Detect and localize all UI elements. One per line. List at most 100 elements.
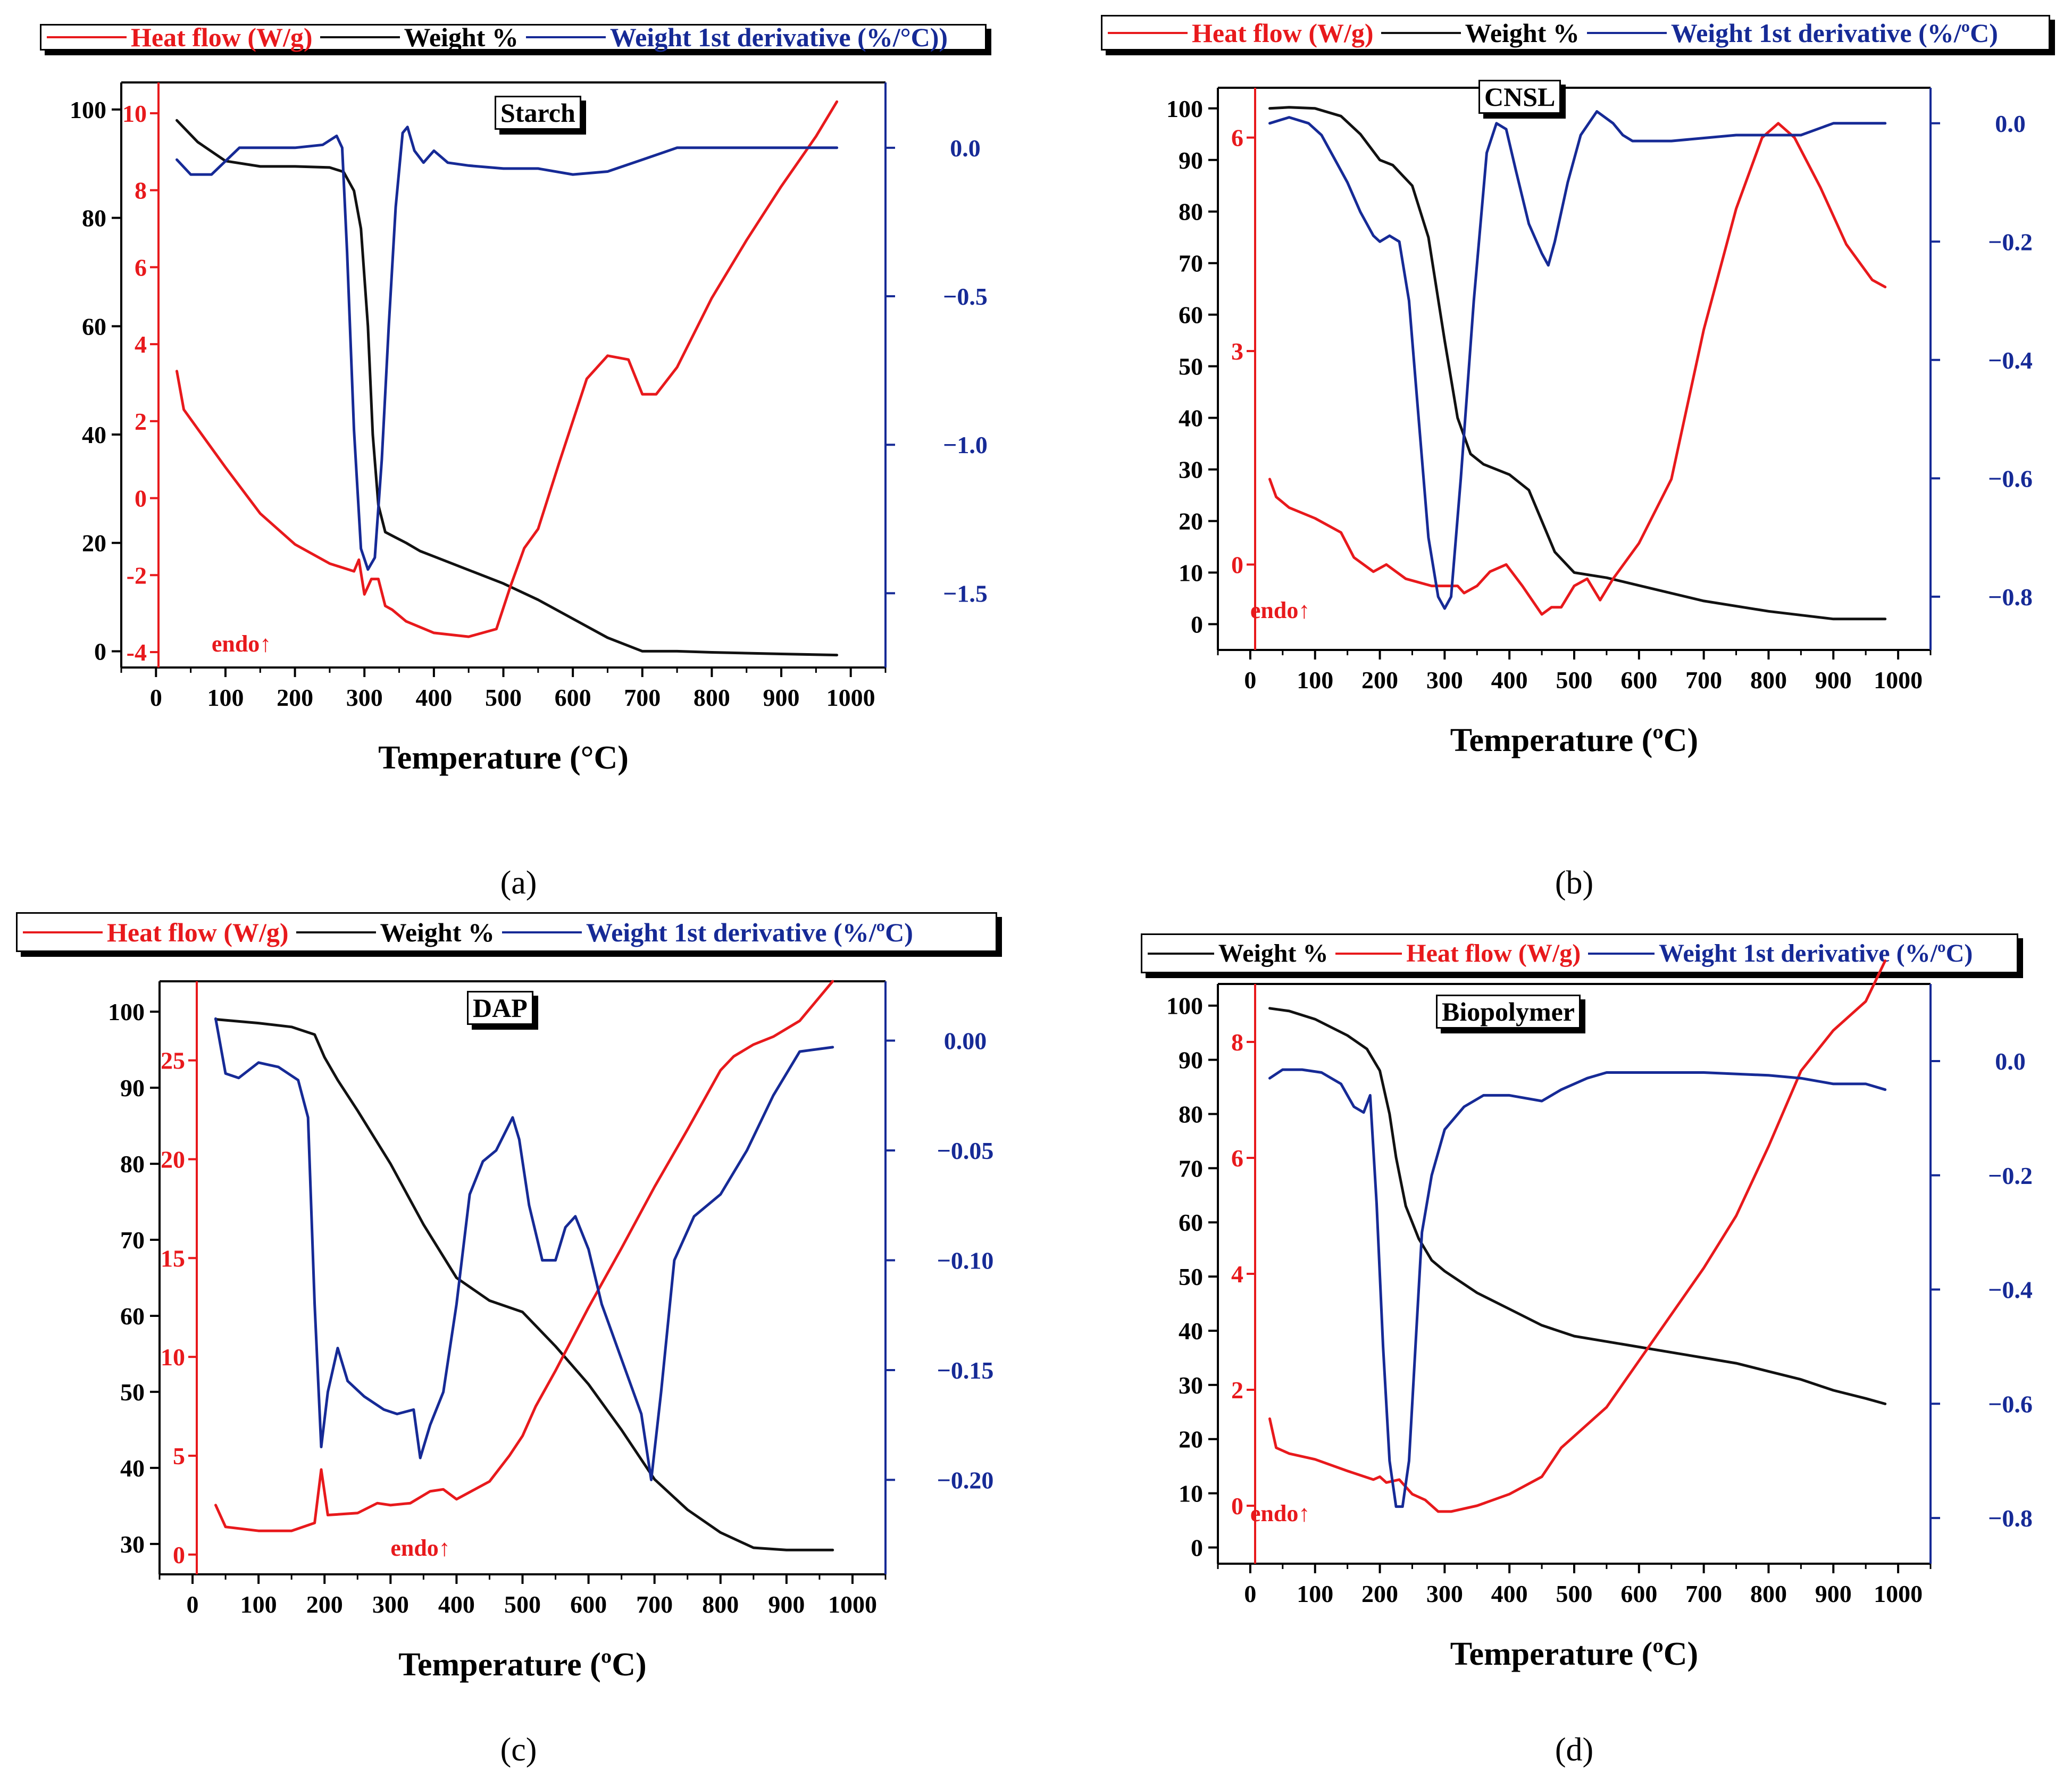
panel-caption: (b) [1555, 865, 1594, 901]
heat-tick-label: 20 [161, 1146, 185, 1173]
weight-tick-label: 10 [1179, 560, 1203, 587]
weight-tick-label: 80 [1179, 1100, 1203, 1128]
heat-tick-label: 0 [1231, 551, 1243, 578]
heat-tick-label: 2 [1231, 1376, 1243, 1404]
x-tick-label: 1000 [826, 684, 875, 711]
x-tick-label: 400 [415, 684, 452, 711]
x-tick-label: 800 [1750, 666, 1787, 694]
x-tick-label: 400 [438, 1591, 475, 1618]
weight-tick-label: 40 [82, 421, 106, 448]
heat-tick-label: 6 [1231, 1145, 1243, 1172]
x-axis-title: Temperature (ºC) [398, 1647, 646, 1683]
endo-annotation: endo↑ [1250, 597, 1310, 623]
legend-item-heat: Heat flow (W/g) [1335, 939, 1581, 968]
legend-c: Heat flow (W/g) Weight % Weight 1st deriva… [16, 912, 997, 952]
heat-tick-label: -4 [127, 639, 147, 666]
weight-tick-label: 60 [1179, 1209, 1203, 1236]
derivative-tick-label: −0.4 [1988, 347, 2033, 374]
x-tick-label: 300 [346, 684, 383, 711]
legend-item-weight: Weight % [1381, 18, 1580, 48]
derivative-tick-label: −0.6 [1988, 1390, 2033, 1417]
heat-tick-label: 2 [135, 408, 147, 435]
weight-tick-label: 30 [1179, 1372, 1203, 1399]
x-tick-label: 300 [1426, 1580, 1463, 1607]
heat-tick-label: 0 [135, 485, 147, 512]
legend-b: Heat flow (W/g) Weight % Weight 1st deriva… [1101, 15, 2050, 51]
heat-tick-label: 3 [1231, 338, 1243, 365]
x-tick-label: 400 [1491, 1580, 1528, 1607]
x-tick-label: 100 [1297, 666, 1333, 694]
legend-swatch-heat [47, 36, 127, 38]
derivative-tick-label: −0.05 [937, 1137, 994, 1164]
weight-tick-label: 80 [120, 1150, 145, 1178]
x-tick-label: 300 [372, 1591, 409, 1618]
legend-item-weight: Weight % [296, 917, 495, 948]
x-axis-title: Temperature (ºC) [1450, 722, 1698, 758]
x-tick-label: 300 [1426, 666, 1463, 694]
panel-caption: (c) [500, 1732, 537, 1768]
weight-tick-label: 100 [1166, 95, 1203, 122]
weight-tick-label: 100 [1166, 992, 1203, 1020]
x-axis-title: Temperature (ºC) [1450, 1636, 1698, 1672]
x-tick-label: 600 [555, 684, 591, 711]
x-tick-label: 600 [1620, 666, 1657, 694]
x-tick-label: 100 [207, 684, 244, 711]
endo-annotation: endo↑ [1250, 1500, 1310, 1526]
weight-tick-label: 80 [82, 205, 106, 232]
endo-annotation: endo↑ [390, 1535, 450, 1561]
legend-label-weight: Weight % [1465, 18, 1580, 48]
x-tick-label: 200 [1361, 1580, 1398, 1607]
x-tick-label: 700 [1685, 1580, 1722, 1607]
derivative-tick-label: −0.4 [1988, 1276, 2033, 1304]
x-tick-label: 700 [1685, 666, 1722, 694]
legend-item-weight: Weight % [320, 22, 519, 53]
derivative-tick-label: −0.10 [937, 1247, 994, 1274]
weight-tick-label: 70 [1179, 1155, 1203, 1182]
legend-label-heat: Heat flow (W/g) [107, 917, 289, 947]
series-heat [1268, 959, 1887, 1513]
heat-tick-label: 6 [1231, 124, 1243, 152]
endo-annotation: endo↑ [212, 631, 271, 657]
panel-caption: (d) [1555, 1732, 1594, 1768]
heat-tick-label: 8 [1231, 1029, 1243, 1056]
derivative-tick-label: −0.20 [937, 1466, 994, 1493]
weight-tick-label: 20 [82, 530, 106, 557]
heat-tick-label: 4 [1231, 1261, 1243, 1288]
x-tick-label: 400 [1491, 666, 1528, 694]
x-tick-label: 1000 [828, 1591, 877, 1618]
legend-swatch-heat [1108, 31, 1188, 34]
series-weight [214, 1018, 834, 1551]
legend-item-heat: Heat flow (W/g) [23, 917, 289, 948]
weight-tick-label: 40 [1179, 405, 1203, 432]
heat-tick-label: -2 [127, 562, 147, 589]
series-weight [1268, 106, 1887, 621]
x-tick-label: 0 [150, 684, 162, 711]
legend-item-deriv: Weight 1st derivative (%/ºC) [1588, 939, 1973, 968]
x-tick-label: 800 [702, 1591, 739, 1618]
derivative-tick-label: −1.5 [943, 580, 988, 607]
weight-tick-label: 0 [94, 638, 106, 665]
x-tick-label: 1000 [1874, 1580, 1923, 1607]
weight-tick-label: 80 [1179, 198, 1203, 226]
x-tick-label: 900 [768, 1591, 805, 1618]
weight-tick-label: 50 [1179, 353, 1203, 380]
x-tick-label: 200 [1361, 666, 1398, 694]
heat-tick-label: 25 [161, 1047, 185, 1074]
derivative-tick-label: 0.0 [1995, 110, 2026, 137]
legend-item-deriv: Weight 1st derivative (%/°C)) [525, 22, 948, 53]
x-tick-label: 900 [1815, 1580, 1852, 1607]
x-tick-label: 500 [485, 684, 522, 711]
legend-swatch-weight [1148, 952, 1214, 955]
x-tick-label: 500 [1556, 1580, 1593, 1607]
weight-tick-label: 60 [82, 313, 106, 340]
series-heat [214, 980, 834, 1532]
sample-title: DAP [467, 991, 533, 1025]
x-tick-label: 600 [1620, 1580, 1657, 1607]
x-tick-label: 100 [240, 1591, 277, 1618]
panel-caption: (a) [500, 865, 537, 901]
legend-swatch-weight [320, 36, 400, 38]
derivative-tick-label: −0.6 [1988, 465, 2033, 492]
series-deriv [176, 126, 839, 571]
